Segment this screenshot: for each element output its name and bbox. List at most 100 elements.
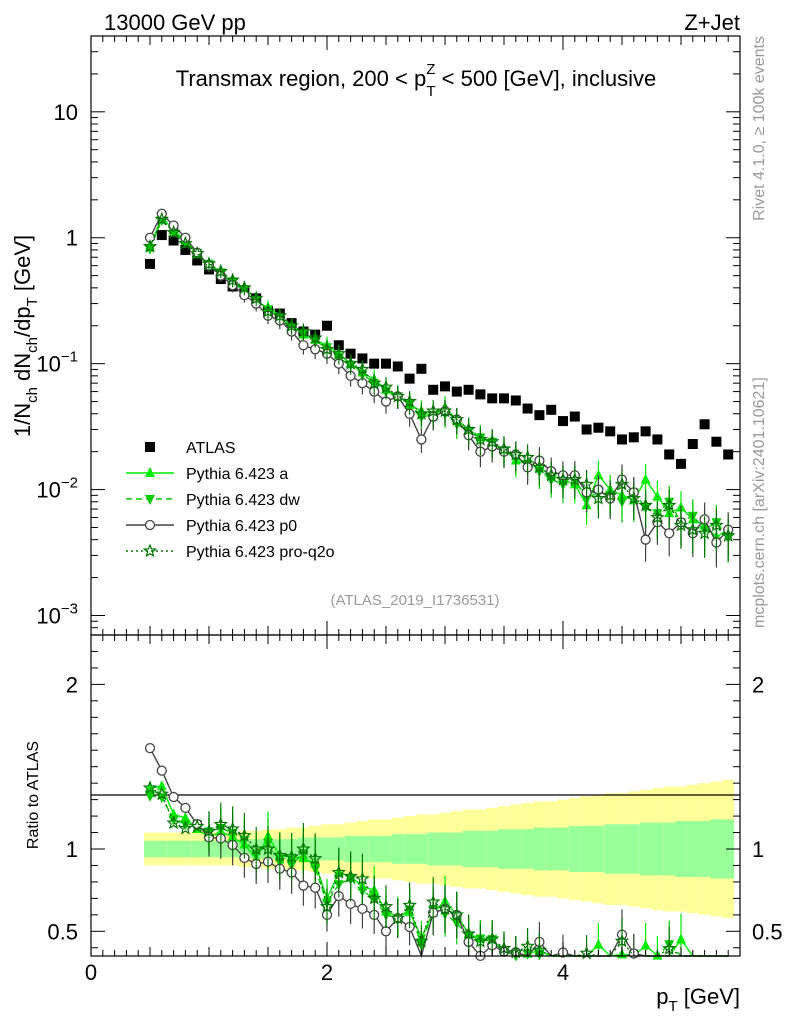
ratio-point (142, 780, 158, 795)
series-line (149, 216, 729, 538)
data-point (555, 471, 571, 486)
legend-entry: Pythia 6.423 a (126, 466, 288, 483)
ratio-point (156, 780, 167, 791)
ratio-point (402, 897, 417, 912)
ratio-point (310, 882, 321, 893)
ratio-stat-band (639, 822, 652, 876)
data-point (676, 458, 686, 469)
data-point (440, 381, 450, 392)
data-point (484, 434, 500, 448)
ratio-stat-band (450, 832, 463, 866)
analysis-id: (ATLAS_2019_I1736531) (330, 592, 499, 609)
ratio-stat-band (533, 827, 546, 871)
data-point (390, 388, 406, 403)
data-point (558, 416, 568, 427)
data-point (369, 358, 380, 369)
data-point (532, 459, 547, 474)
ratio-point (614, 933, 630, 948)
data-point (201, 256, 217, 271)
ratio-point (156, 765, 167, 776)
legend-label: Pythia 6.423 pro-q2o (186, 544, 335, 561)
data-point (168, 235, 179, 246)
ratio-stat-band (545, 827, 558, 871)
ratio-point (343, 868, 358, 883)
ratio-stat-band (557, 827, 569, 871)
data-point (178, 235, 193, 250)
ratio-stat-band (403, 834, 416, 864)
ratio-point (180, 820, 191, 831)
ratio-point (272, 847, 288, 862)
ratio-stat-band (368, 835, 381, 863)
data-point (307, 330, 323, 345)
ratio-point (449, 907, 465, 922)
data-point (192, 255, 203, 266)
x-tick-label: 2 (321, 960, 333, 985)
data-point (343, 356, 358, 370)
ratio-stat-band (486, 830, 499, 868)
ratio-stat-band (616, 824, 628, 874)
upper-panel: 10 1 10−1 10−2 10−3 (36, 35, 741, 636)
title-sup: Z (426, 61, 435, 78)
ratio-point (425, 894, 441, 909)
ratio-point (390, 910, 406, 925)
data-point (381, 358, 391, 369)
data-point (602, 487, 618, 502)
ratio-point (284, 849, 299, 864)
data-point (581, 424, 592, 435)
ratio-y-tick-label-right: 2 (752, 672, 764, 697)
ratio-stat-band (710, 819, 723, 879)
data-point (697, 525, 712, 540)
data-point (720, 528, 736, 542)
ratio-point (298, 880, 309, 891)
legend-entry: Pythia 6.423 pro-q2o (126, 543, 335, 561)
data-point (711, 436, 722, 447)
data-point (664, 449, 675, 460)
ratio-point (380, 926, 392, 937)
y-tick-label: 10 (54, 100, 78, 125)
data-point (614, 476, 630, 491)
data-point (534, 410, 545, 421)
legend-marker (142, 543, 158, 558)
legend: ATLAS Pythia 6.423 a Pythia 6.423 dw Pythia… (126, 440, 335, 561)
data-point (428, 384, 439, 395)
ratio-stat-band (604, 824, 617, 874)
ratio-y-tick-label-right: 0.5 (752, 919, 783, 944)
data-point (461, 421, 476, 436)
ratio-stat-band (344, 835, 357, 863)
data-point (156, 230, 167, 241)
series-line (149, 218, 729, 537)
y-tick-label: 10−3 (36, 600, 78, 628)
ratio-point (296, 841, 311, 856)
data-point (664, 528, 675, 539)
ratio-point (213, 816, 229, 831)
data-point (569, 411, 580, 422)
data-point (473, 431, 488, 446)
ratio-stat-band (321, 837, 333, 861)
ratio-stat-band (191, 840, 204, 858)
ratio-stat-band (686, 821, 699, 877)
data-point (591, 490, 606, 505)
y-tick-label: 10−2 (36, 475, 78, 503)
data-point (652, 434, 663, 445)
data-point (404, 373, 415, 384)
ratio-point (178, 820, 193, 835)
series-0 (145, 230, 734, 469)
ratio-stat-band (521, 829, 534, 869)
ratio-series-4 (142, 780, 729, 960)
lower-frame (90, 634, 741, 957)
ratio-point (473, 933, 488, 948)
data-point (142, 238, 158, 253)
data-point (475, 389, 486, 400)
data-point (298, 340, 309, 351)
ratio-stat-band (356, 835, 369, 863)
title-post: < 500 [GeV], inclusive (436, 66, 657, 91)
ratio-point (225, 821, 240, 836)
ratio-stat-band (592, 825, 605, 873)
data-point (392, 361, 403, 372)
mcplots-label: mcplots.cern.ch [arXiv:2401.10621] (751, 377, 768, 628)
y-tick-label: 1 (66, 226, 78, 251)
series-4 (142, 211, 736, 562)
ratio-point (520, 938, 535, 953)
x-tick-label: 0 (85, 960, 97, 985)
